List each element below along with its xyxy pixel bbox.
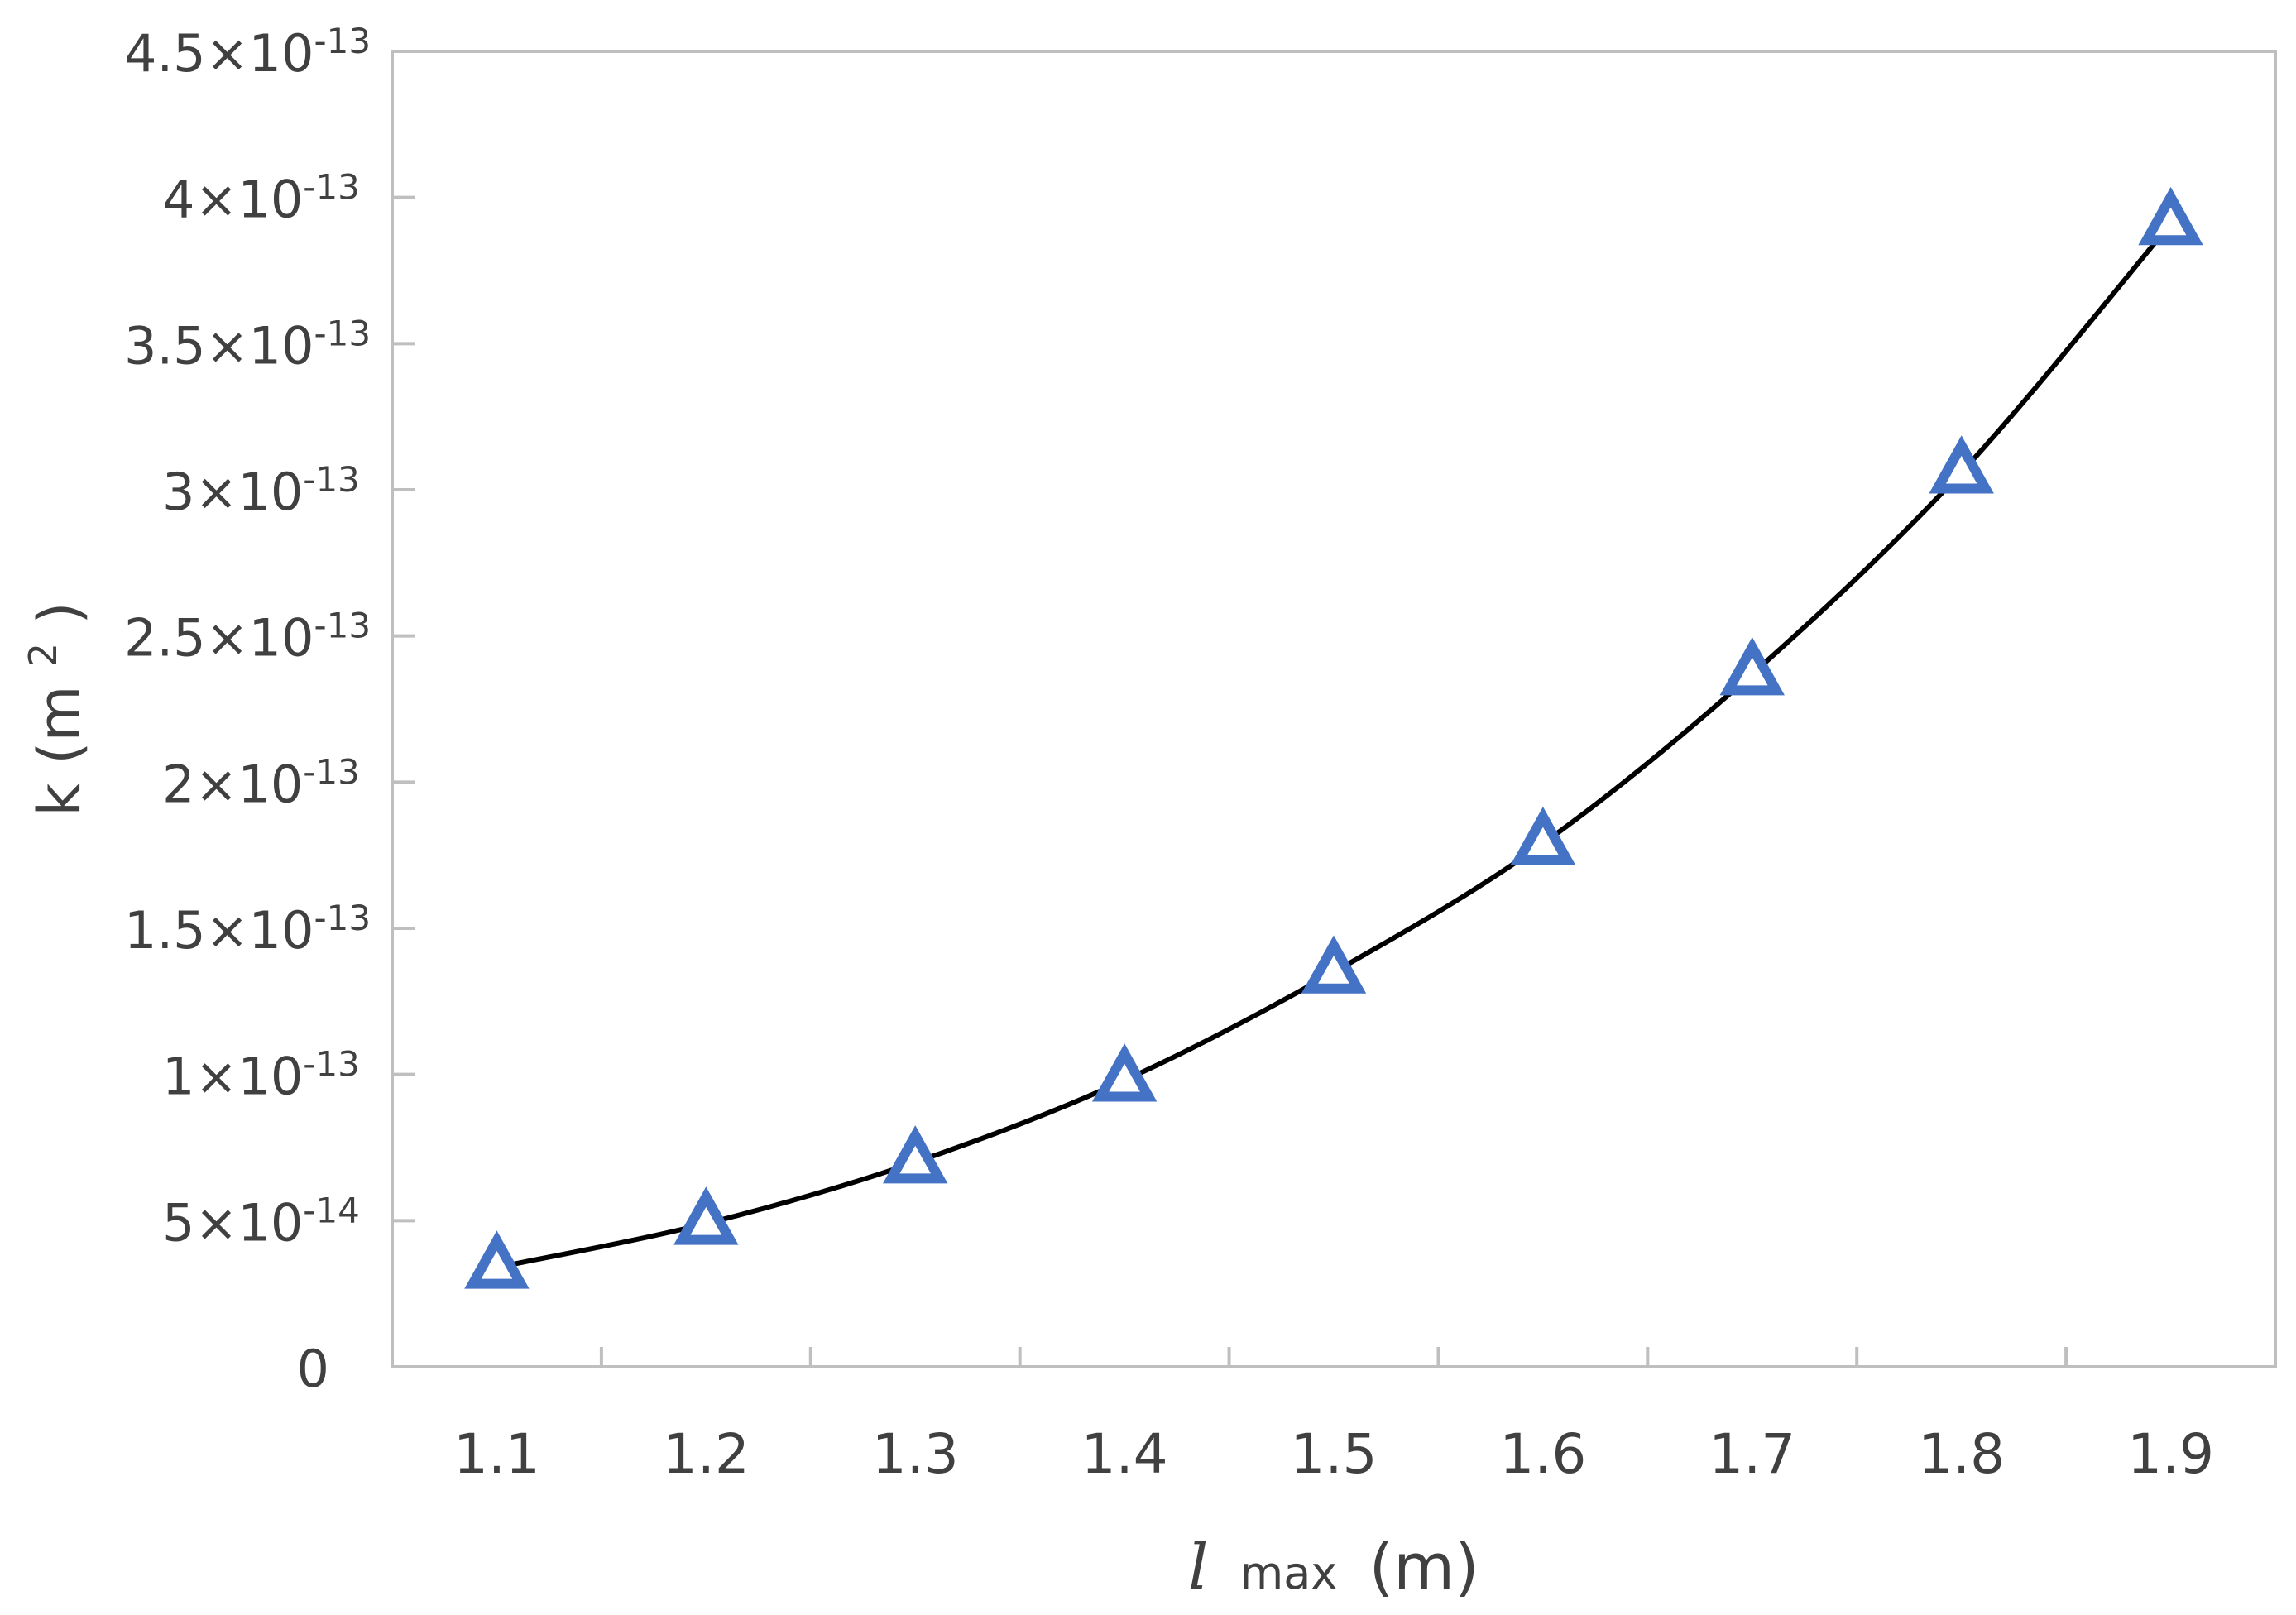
y-tick-exponent: -13 xyxy=(314,898,371,938)
y-tick-exponent: -13 xyxy=(314,606,371,646)
y-tick-label: 4.5×10-13 xyxy=(124,21,371,84)
y-tick-label: 2×10-13 xyxy=(162,751,360,814)
y-tick-mantissa: 2.5×10 xyxy=(124,608,314,669)
x-axis-tick-labels: 1.1 1.2 1.3 1.4 1.5 1.6 1.7 1.8 1.9 xyxy=(453,1422,2214,1486)
x-tick-label: 1.6 xyxy=(1499,1422,1586,1486)
data-point-marker xyxy=(2138,186,2203,246)
y-tick-mantissa: 0 xyxy=(297,1339,329,1399)
y-tick-label: 3.5×10-13 xyxy=(124,313,371,376)
y-tick-label: 0 xyxy=(297,1339,329,1399)
x-tick-label: 1.2 xyxy=(663,1422,750,1486)
x-tick-label: 1.8 xyxy=(1918,1422,2005,1486)
plot-area-frame xyxy=(391,50,2277,1368)
data-point-marker xyxy=(673,1186,739,1245)
y-tick-mantissa: 4.5×10 xyxy=(124,23,314,84)
y-tick-mantissa: 3.5×10 xyxy=(124,315,314,376)
y-tick-label: 2.5×10-13 xyxy=(124,606,371,669)
y-tick-label: 3×10-13 xyxy=(162,459,360,522)
y-tick-mantissa: 3×10 xyxy=(162,462,303,522)
data-point-marker xyxy=(464,1230,530,1289)
y-tick-mantissa: 4×10 xyxy=(162,170,303,230)
y-tick-mantissa: 5×10 xyxy=(162,1192,303,1253)
y-tick-exponent: -13 xyxy=(314,21,371,61)
series-line xyxy=(494,221,2174,1270)
y-tick-exponent: -14 xyxy=(303,1190,360,1230)
y-tick-label: 4×10-13 xyxy=(162,167,360,230)
y-tick-exponent: -13 xyxy=(303,1044,360,1085)
y-tick-exponent: -13 xyxy=(303,751,360,792)
y-tick-exponent: -13 xyxy=(303,167,360,208)
x-axis-title-unit: (m) xyxy=(1368,1530,1479,1603)
y-axis-title-superscript: 2 xyxy=(21,643,65,667)
x-tick-label: 1.4 xyxy=(1081,1422,1168,1486)
data-point-marker xyxy=(1929,435,1994,494)
x-tick-label: 1.5 xyxy=(1291,1422,1378,1486)
x-axis-title: l max (m) xyxy=(1188,1530,1479,1603)
y-axis-title-text: k (m xyxy=(26,685,93,816)
y-tick-label: 1.5×10-13 xyxy=(124,898,371,961)
y-axis-title: k (m 2 ) xyxy=(2,601,93,816)
x-tick-label: 1.1 xyxy=(453,1422,540,1486)
y-tick-mantissa: 1.5×10 xyxy=(124,900,314,961)
y-axis-ticks xyxy=(392,195,415,1223)
data-point-marker xyxy=(883,1125,948,1184)
data-point-marker xyxy=(1091,1043,1158,1102)
x-tick-label: 1.7 xyxy=(1709,1422,1795,1486)
series-markers xyxy=(464,186,2203,1289)
y-tick-mantissa: 1×10 xyxy=(162,1047,303,1107)
y-axis-title-close: ) xyxy=(26,601,93,624)
y-tick-exponent: -13 xyxy=(303,459,360,500)
x-axis-title-subscript: max xyxy=(1240,1547,1338,1599)
x-axis-title-symbol: l xyxy=(1188,1530,1208,1603)
y-tick-exponent: -13 xyxy=(314,313,371,353)
data-point-marker xyxy=(1510,806,1576,865)
y-tick-mantissa: 2×10 xyxy=(162,754,303,814)
y-tick-label: 5×10-14 xyxy=(162,1190,360,1253)
x-axis-ticks xyxy=(599,1347,2068,1367)
data-point-marker xyxy=(1301,935,1367,994)
x-tick-label: 1.3 xyxy=(872,1422,959,1486)
x-tick-label: 1.9 xyxy=(2127,1422,2214,1486)
data-point-marker xyxy=(1719,637,1785,696)
y-tick-label: 1×10-13 xyxy=(162,1044,360,1107)
y-axis-tick-labels: 05×10-141×10-131.5×10-132×10-132.5×10-13… xyxy=(124,21,371,1399)
